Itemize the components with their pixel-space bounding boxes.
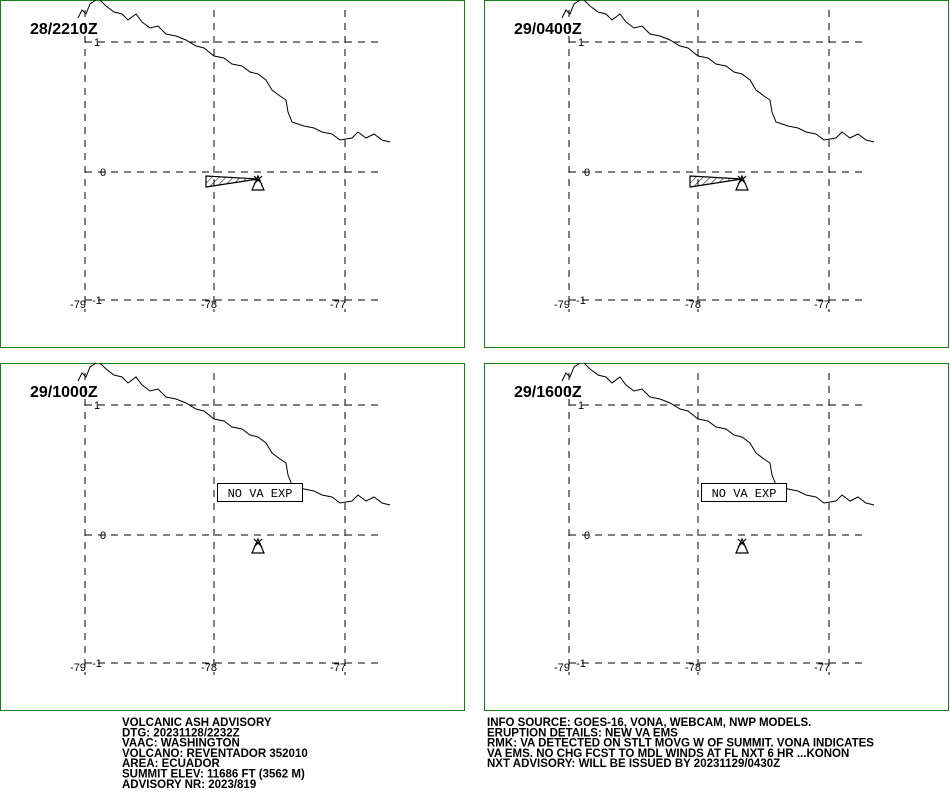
valid-time: 29/1600Z <box>514 384 582 401</box>
lon-label: -78 <box>685 299 701 311</box>
volcano-symbol <box>251 174 265 191</box>
lat-label: 1 <box>578 400 584 412</box>
lat-label: -1 <box>576 658 586 670</box>
coastline <box>77 0 391 143</box>
map-panel: 1 0 -1 -79 -78 -77 29/0400Z <box>484 0 949 348</box>
lon-label: -78 <box>201 299 217 311</box>
lat-label: -1 <box>576 295 586 307</box>
lon-label: -79 <box>554 662 570 674</box>
note: NO VA EXP <box>712 487 777 501</box>
volcano-symbol <box>735 174 749 191</box>
advisory-line: AREA: ECUADOR <box>122 758 220 770</box>
lat-label: -1 <box>92 658 102 670</box>
ash-cloud <box>689 175 743 188</box>
valid-time: 28/2210Z <box>30 21 98 38</box>
lon-label: -77 <box>330 299 346 311</box>
lon-label: -79 <box>554 299 570 311</box>
lon-label: -77 <box>330 662 346 674</box>
advisory-line: VAAC: WASHINGTON <box>122 738 240 750</box>
advisory-line: VOLCANO: REVENTADOR 352010 <box>122 748 308 760</box>
lat-label: 0 <box>100 167 106 179</box>
advisory-line: INFO SOURCE: GOES-16, VONA, WEBCAM, NWP … <box>487 717 811 729</box>
lat-label: 0 <box>584 530 590 542</box>
coastline <box>77 362 391 506</box>
panel-border <box>0 363 465 711</box>
lat-label: 0 <box>100 530 106 542</box>
coastline <box>561 362 875 506</box>
advisory-line: ERUPTION DETAILS: NEW VA EMS <box>487 727 678 739</box>
lat-label: 1 <box>94 400 100 412</box>
advisory-line: VA EMS. NO CHG FCST TO MDL WINDS AT FL N… <box>487 748 849 760</box>
coastline <box>561 0 875 143</box>
advisory-line: SUMMIT ELEV: 11686 FT (3562 M) <box>122 769 305 781</box>
volcano-symbol <box>251 537 265 554</box>
lon-label: -79 <box>70 662 86 674</box>
advisory-line: VOLCANIC ASH ADVISORY <box>122 717 272 729</box>
valid-time: 29/0400Z <box>514 21 582 38</box>
advisory-line: DTG: 20231128/2232Z <box>122 727 240 739</box>
volcano-symbol <box>735 537 749 554</box>
note-box <box>701 483 787 502</box>
lat-label: 0 <box>584 167 590 179</box>
lon-label: -79 <box>70 299 86 311</box>
valid-time: 29/1000Z <box>30 384 98 401</box>
note: NO VA EXP <box>228 487 293 501</box>
advisory-line: ADVISORY NR: 2023/819 <box>122 779 256 791</box>
map-panel: 1 0 -1 -79 -78 -77 29/1000Z NO VA EXP <box>0 362 465 711</box>
lon-label: -77 <box>814 662 830 674</box>
advisory-line: NXT ADVISORY: WILL BE ISSUED BY 20231129… <box>487 758 780 770</box>
map-panel: 1 0 -1 -79 -78 -77 29/1600Z NO VA EXP <box>484 362 949 711</box>
lon-label: -78 <box>685 662 701 674</box>
lon-label: -78 <box>201 662 217 674</box>
ash-cloud <box>205 175 259 188</box>
lat-label: 1 <box>94 37 100 49</box>
panel-border <box>0 0 465 348</box>
panel-border <box>484 0 949 348</box>
map-panel: 1 0 -1 -79 -78 -77 28/2210Z <box>0 0 465 348</box>
lat-label: -1 <box>92 295 102 307</box>
lat-label: 1 <box>578 37 584 49</box>
panel-border <box>484 363 949 711</box>
note-box <box>217 483 303 502</box>
lon-label: -77 <box>814 299 830 311</box>
advisory-line: RMK: VA DETECTED ON STLT MOVG W OF SUMMI… <box>487 738 874 750</box>
